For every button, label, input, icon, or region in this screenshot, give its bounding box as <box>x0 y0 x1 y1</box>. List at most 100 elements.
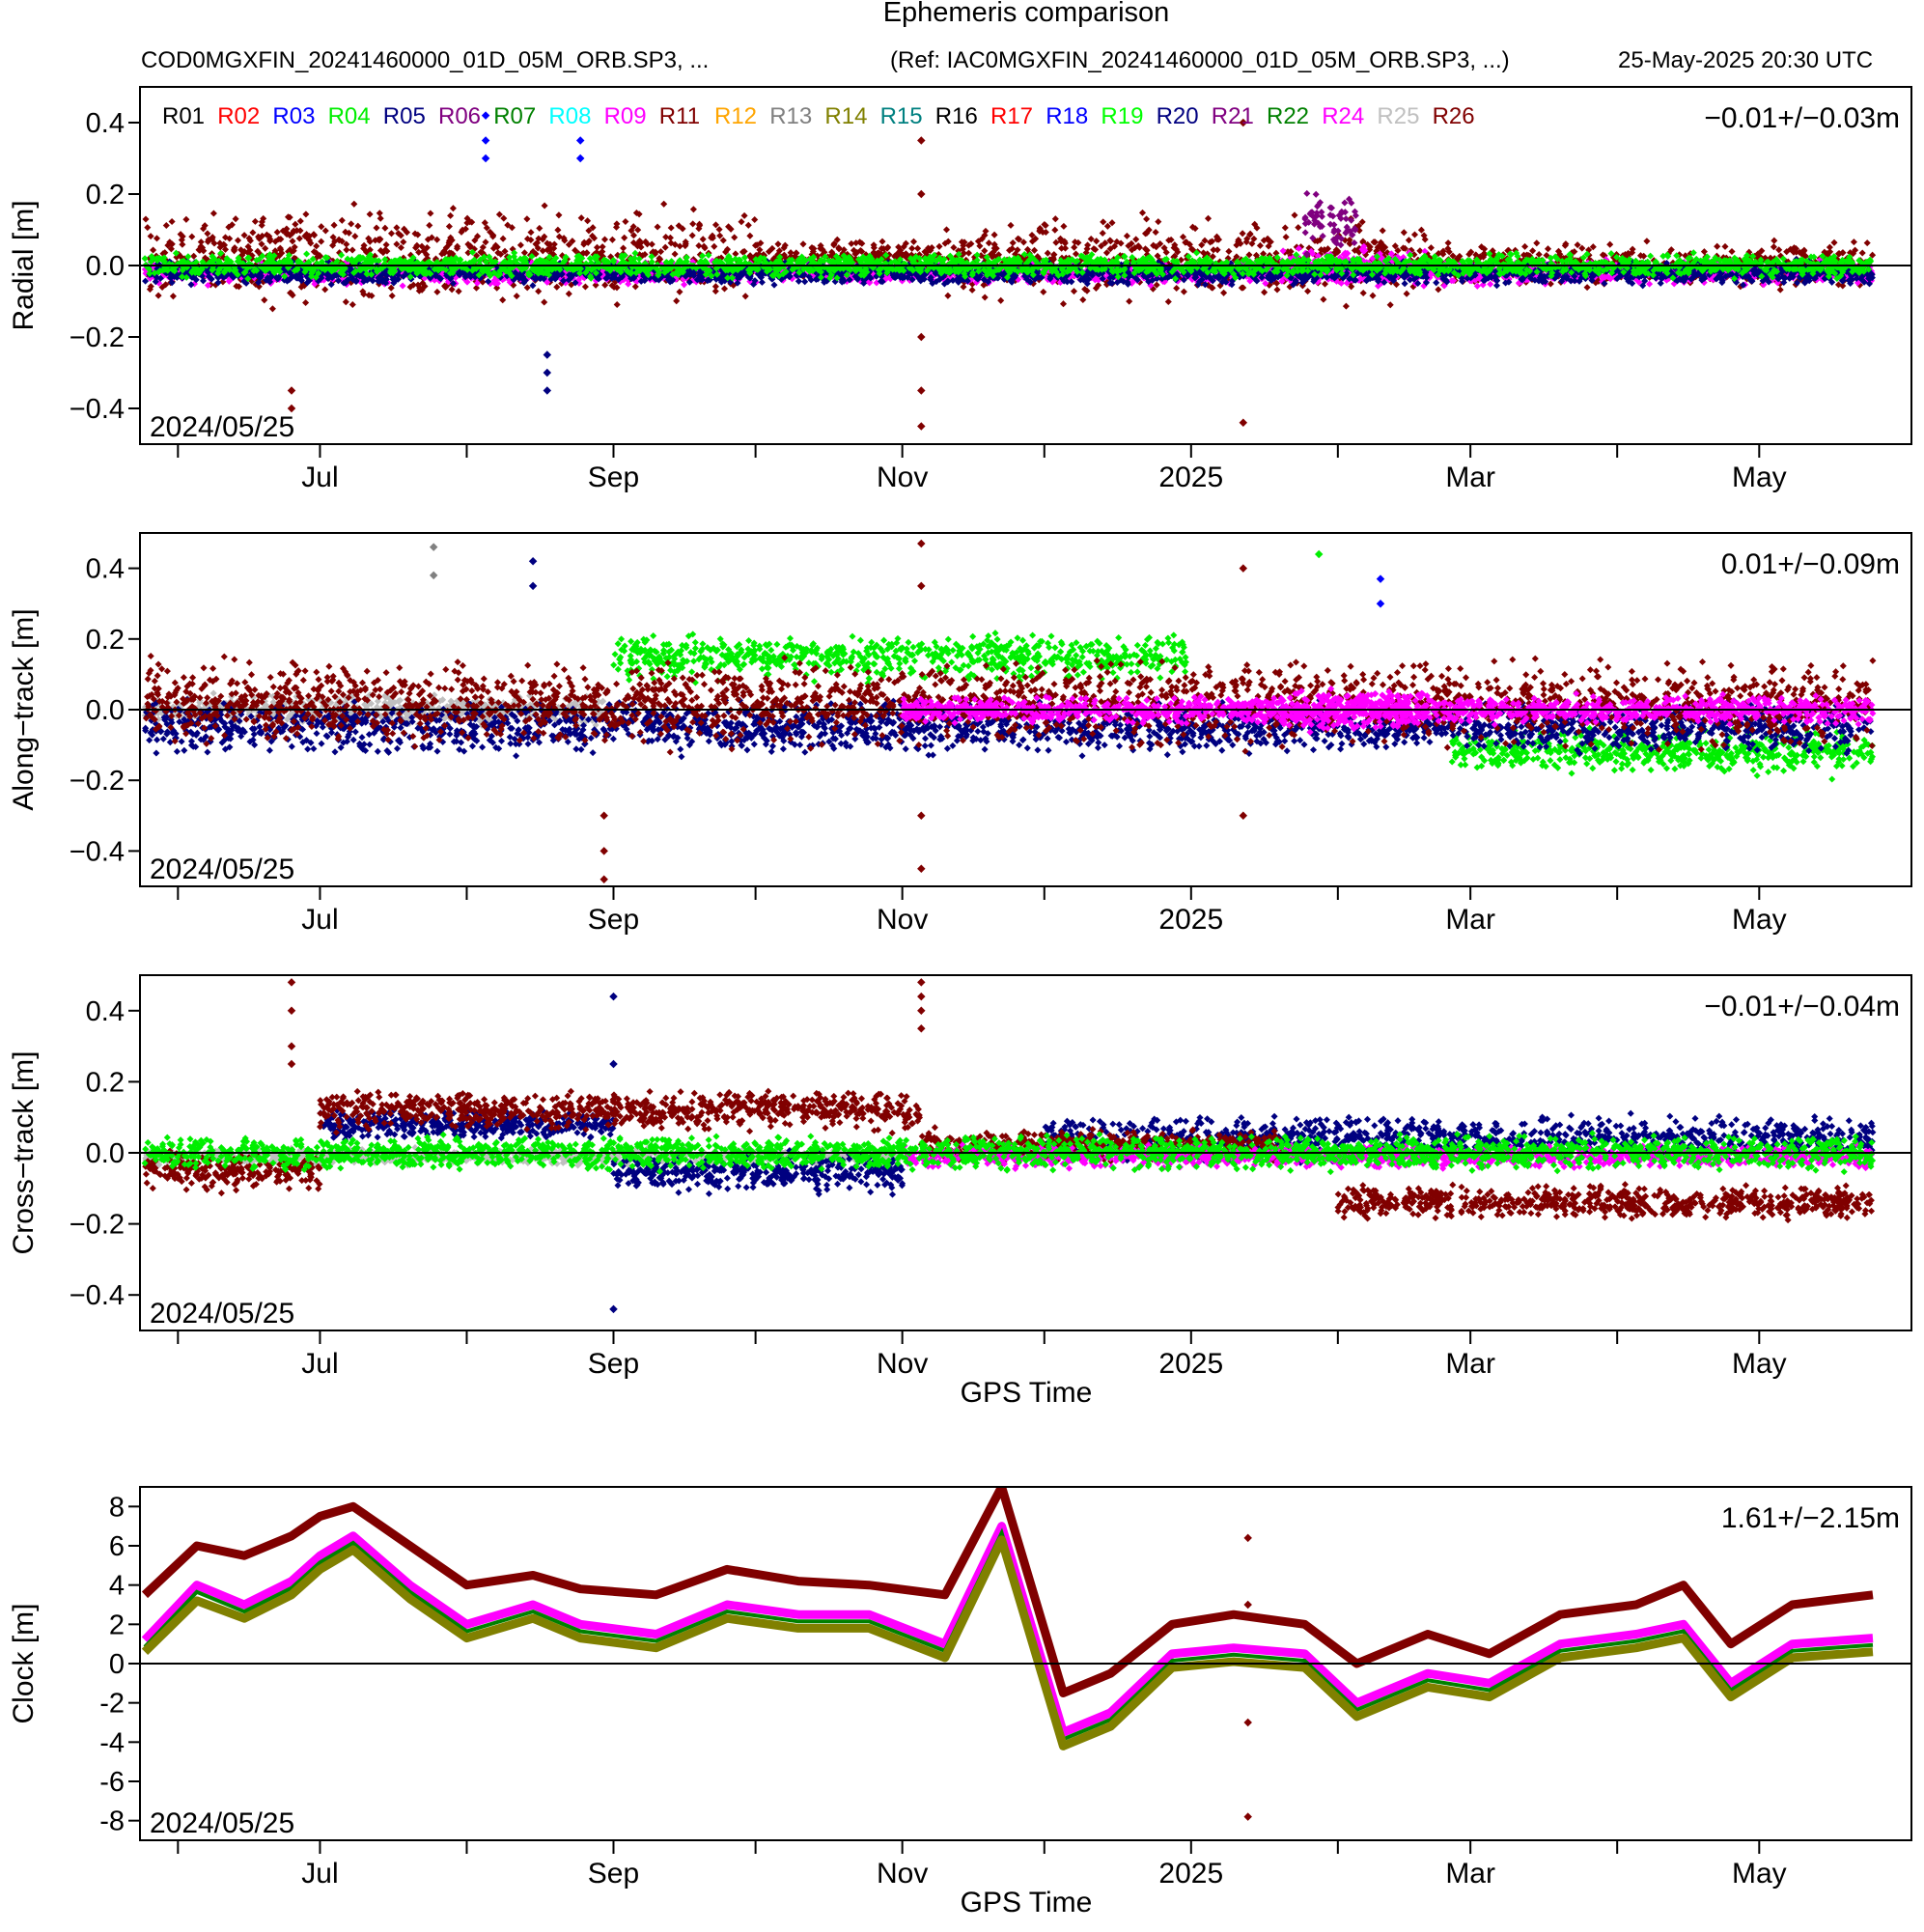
point <box>523 215 531 223</box>
point <box>608 236 616 243</box>
point <box>376 210 383 217</box>
point <box>1246 230 1254 238</box>
point <box>210 239 218 247</box>
point <box>541 202 548 210</box>
point <box>985 239 992 247</box>
point <box>808 244 816 252</box>
point <box>393 240 401 248</box>
point <box>381 224 389 232</box>
point <box>258 240 265 248</box>
point <box>516 241 524 249</box>
point <box>1155 218 1162 226</box>
point <box>266 238 274 245</box>
point <box>613 300 621 309</box>
point <box>1282 233 1290 241</box>
point <box>1830 238 1838 246</box>
point <box>795 277 802 285</box>
point <box>740 211 748 219</box>
point <box>1040 288 1047 295</box>
point <box>350 200 358 208</box>
point <box>221 234 230 241</box>
point <box>200 225 208 233</box>
point <box>716 232 724 239</box>
point <box>232 215 239 223</box>
point <box>1132 236 1140 243</box>
point <box>1295 224 1302 232</box>
point <box>302 210 310 218</box>
point <box>565 240 572 248</box>
point <box>908 244 916 252</box>
point <box>295 235 303 242</box>
point <box>593 243 601 251</box>
point <box>774 240 782 248</box>
point <box>304 235 312 242</box>
point <box>960 283 967 291</box>
point <box>689 206 697 213</box>
point <box>400 238 407 246</box>
point <box>1700 248 1708 256</box>
point <box>472 284 481 292</box>
point <box>237 246 245 254</box>
point <box>493 284 501 292</box>
point <box>463 219 471 227</box>
point <box>1444 239 1452 247</box>
point <box>584 217 592 225</box>
point <box>553 283 561 291</box>
point <box>874 249 881 257</box>
point <box>233 282 240 290</box>
point <box>1261 289 1269 296</box>
point <box>1126 297 1133 305</box>
point <box>1771 237 1778 244</box>
point <box>310 231 318 238</box>
point <box>666 234 674 241</box>
point <box>209 210 217 217</box>
point <box>316 252 324 260</box>
point <box>1044 249 1051 257</box>
point <box>265 233 273 240</box>
point <box>958 238 965 246</box>
point <box>1721 242 1729 250</box>
point <box>387 284 395 292</box>
point <box>621 234 628 241</box>
point <box>397 243 404 252</box>
point <box>447 211 455 219</box>
point <box>195 246 203 254</box>
point <box>447 249 455 257</box>
point <box>504 221 512 229</box>
point <box>1143 215 1151 223</box>
point <box>688 232 696 239</box>
point <box>1359 289 1367 297</box>
point <box>622 217 629 226</box>
point <box>870 241 878 249</box>
point <box>900 243 907 251</box>
point <box>508 224 516 232</box>
point <box>878 238 886 245</box>
file-label: COD0MGXFIN_20241460000_01D_05M_ORB.SP3, … <box>141 47 709 73</box>
point <box>406 283 414 291</box>
plot-area <box>141 111 1877 431</box>
point <box>190 252 198 260</box>
point <box>1058 244 1066 252</box>
point <box>532 240 540 248</box>
point <box>245 235 253 242</box>
point <box>629 223 637 231</box>
point <box>711 242 718 250</box>
point <box>197 238 205 246</box>
point <box>904 251 911 259</box>
point <box>673 297 681 305</box>
point <box>244 242 252 250</box>
point <box>342 228 349 236</box>
point <box>291 243 298 251</box>
point <box>541 233 548 240</box>
point <box>981 247 989 255</box>
point <box>545 245 553 253</box>
point <box>302 298 310 307</box>
point <box>448 286 456 294</box>
point <box>455 288 462 295</box>
point <box>399 282 406 290</box>
point <box>1213 246 1221 254</box>
point <box>433 288 441 295</box>
point <box>1320 295 1327 303</box>
point <box>261 296 268 304</box>
